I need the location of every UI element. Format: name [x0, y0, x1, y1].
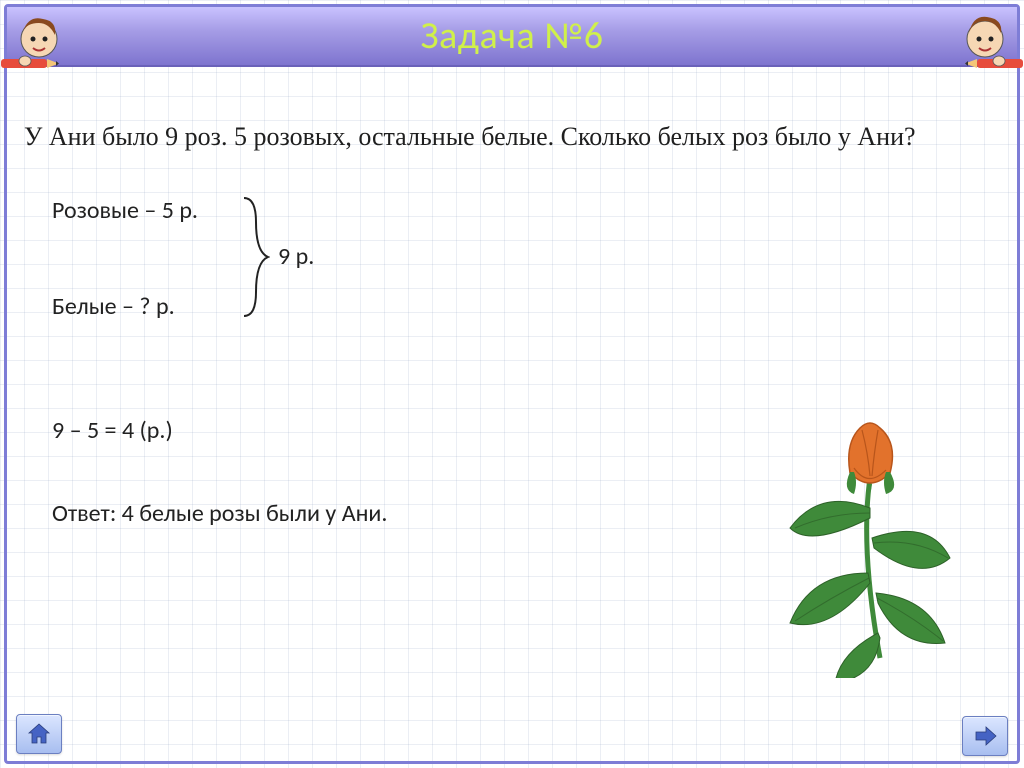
work-area: Розовые – 5 р. Белые – ? р. 9 р.: [52, 196, 1000, 396]
slide-title: Задача №6: [421, 13, 604, 59]
home-button[interactable]: [16, 714, 62, 754]
content-area: У Ани было 9 роз. 5 розовых, остальные б…: [24, 90, 1000, 728]
home-icon: [26, 721, 52, 747]
curly-brace-icon: [240, 192, 270, 322]
given-white: Белые – ? р.: [52, 292, 175, 321]
brace-total: 9 р.: [278, 242, 314, 271]
next-button[interactable]: [962, 716, 1008, 756]
arrow-right-icon: [972, 723, 998, 749]
title-bar: Задача №6: [7, 7, 1017, 67]
mascot-left: [0, 9, 71, 79]
rose-illustration: [750, 398, 970, 678]
problem-text: У Ани было 9 роз. 5 розовых, остальные б…: [24, 118, 1000, 156]
mascot-right: [953, 9, 1024, 79]
given-pink: Розовые – 5 р.: [52, 196, 198, 225]
brace-group: 9 р.: [240, 192, 314, 322]
